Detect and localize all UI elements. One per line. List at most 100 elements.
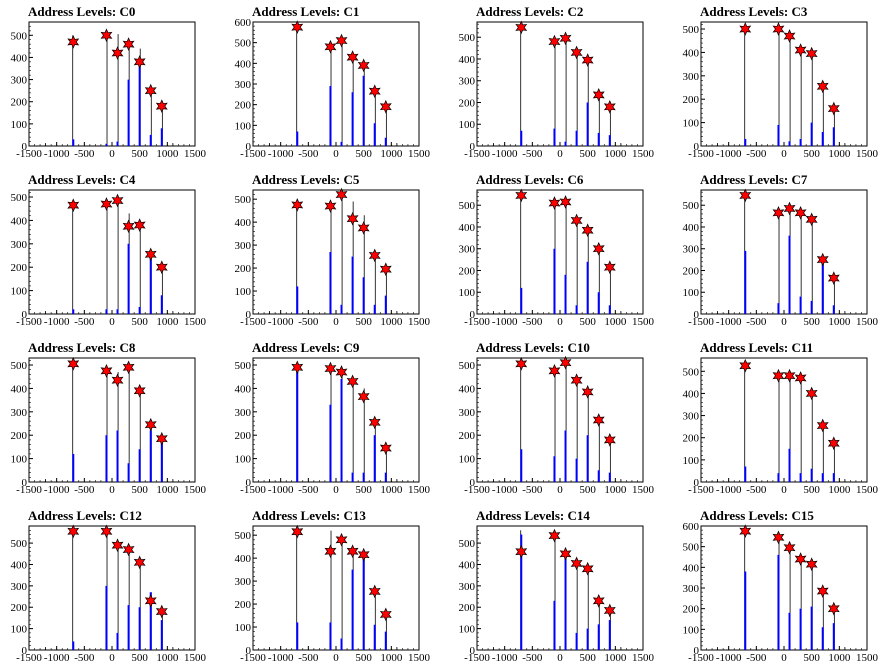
x-tick-label: -1000 [44,652,70,664]
x-tick-label: -500 [74,484,95,496]
y-tick-label: 0 [470,645,476,657]
x-tick-label: -1500 [464,316,490,328]
y-tick-label: 100 [11,286,28,298]
x-tick-label: -500 [74,148,95,160]
chart-title: Address Levels: C1 [252,4,360,19]
y-tick-label: 200 [235,100,252,112]
x-tick-label: 1500 [408,652,431,664]
chart-title: Address Levels: C2 [476,4,584,19]
y-tick-label: 400 [235,553,252,565]
y-tick-label: 300 [459,76,476,88]
y-tick-label: 400 [683,47,700,59]
y-tick-label: 200 [683,604,700,616]
chart-svg: -1500 -1000 -500 0 500 1000 1500 0 100 200 300 400 5… [11,524,207,664]
star-marker [548,196,561,210]
star-marker [133,555,146,570]
star-marker [805,557,818,572]
x-tick-label: 1000 [156,316,179,328]
y-tick-label: 400 [683,388,700,400]
star-marker [794,552,807,566]
y-tick-label: 0 [470,141,476,153]
y-tick-label: 200 [459,602,476,614]
y-tick-label: 300 [459,407,476,419]
y-tick-label: 500 [11,538,28,550]
y-tick-label: 0 [470,309,476,321]
x-tick-label: -1000 [716,148,742,160]
y-tick-label: 0 [246,477,252,489]
plot-frame [476,357,644,483]
plot-frame [700,21,868,147]
star-marker [827,436,840,451]
star-marker [559,355,572,370]
star-marker [816,418,829,433]
y-tick-label: 500 [459,32,476,44]
x-tick-label: -1500 [464,148,490,160]
x-tick-label: -1000 [268,652,294,664]
x-tick-label: -1500 [16,484,42,496]
x-tick-label: 1500 [408,316,431,328]
plot-frame [476,189,644,315]
x-tick-label: 500 [131,652,148,664]
y-tick-label: 500 [459,360,476,372]
y-tick-label: 200 [11,602,28,614]
chart-svg: -1500 -1000 -500 0 500 1000 1500 0 100 200 300 400 5… [235,524,431,664]
y-tick-label: 400 [459,559,476,571]
y-tick-label: 100 [459,624,476,636]
x-tick-label: 500 [579,652,596,664]
plot-frame [28,189,196,315]
star-marker [515,188,528,203]
y-tick-label: 500 [235,194,252,206]
plot-frame [252,525,420,651]
y-tick-label: 200 [459,97,476,109]
star-marker [111,46,124,60]
chart-panel: Address Levels: C11 -1500 -1000 -500 0 500 100… [672,336,896,504]
star-marker [739,22,752,36]
x-tick-label: -500 [522,316,543,328]
chart-title: Address Levels: C8 [28,340,136,355]
star-marker [335,33,348,48]
y-tick-label: 500 [459,200,476,212]
star-marker [67,35,80,49]
y-tick-label: 100 [683,624,700,636]
star-marker [794,205,807,220]
y-tick-label: 600 [235,17,252,29]
x-tick-label: -500 [746,148,767,160]
star-marker [559,195,572,209]
x-tick-label: -1500 [16,316,42,328]
y-tick-label: 200 [683,433,700,445]
y-tick-label: 500 [235,38,252,50]
star-marker [592,593,605,608]
star-marker [357,58,370,73]
x-tick-label: 500 [579,316,596,328]
plot-frame [252,357,420,483]
star-marker [805,386,818,401]
y-tick-label: 200 [459,265,476,277]
y-tick-label: 500 [235,530,252,542]
star-marker [581,385,594,399]
chart-panel: Address Levels: C7 -1500 -1000 -500 0 500 1000… [672,168,896,336]
x-tick-label: -1500 [16,652,42,664]
star-marker [739,358,752,373]
chart-title: Address Levels: C5 [252,172,360,187]
y-tick-label: 100 [683,287,700,299]
y-tick-label: 300 [11,581,28,593]
y-tick-label: 400 [459,383,476,395]
y-tick-label: 300 [235,240,252,252]
y-tick-label: 200 [683,265,700,277]
chart-title: Address Levels: C11 [700,340,814,355]
chart-title: Address Levels: C9 [252,340,360,355]
star-marker [805,212,818,227]
x-tick-label: 1000 [604,316,627,328]
x-tick-label: -1500 [464,652,490,664]
chart-panel: Address Levels: C2 -1500 -1000 -500 0 500 1000… [448,0,672,168]
y-tick-label: 0 [694,309,700,321]
x-tick-label: 1000 [380,484,403,496]
star-marker [357,221,370,235]
star-marker [324,39,337,54]
y-tick-label: 300 [683,244,700,256]
chart-panel: Address Levels: C0 -1500 -1000 -500 0 500 1000… [0,0,224,168]
x-tick-label: -1000 [716,652,742,664]
star-marker [368,584,381,599]
star-marker [816,252,829,267]
x-tick-label: -1500 [688,652,714,664]
